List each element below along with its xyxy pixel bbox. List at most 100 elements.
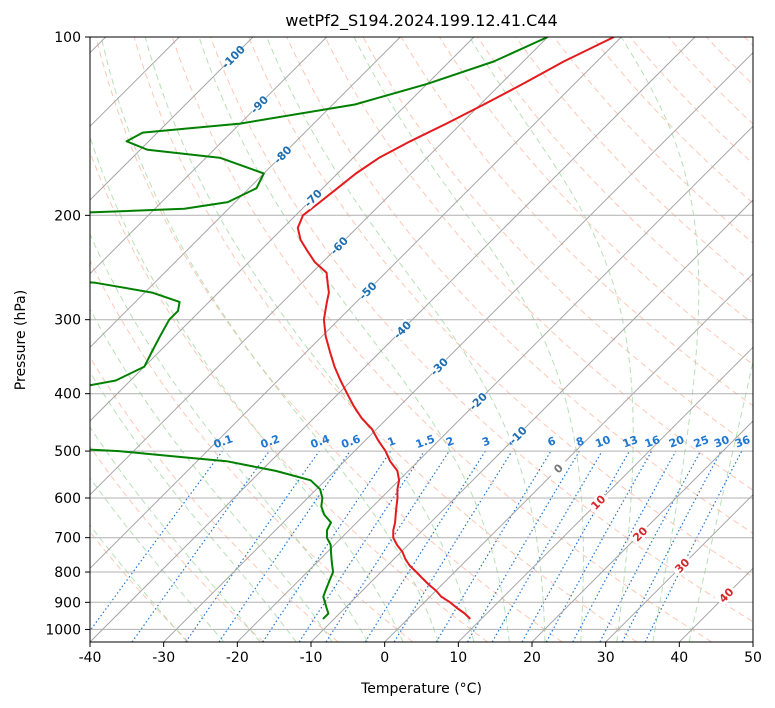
moist-adiabat	[90, 370, 297, 642]
mixing-ratio-label: 2	[444, 434, 456, 449]
isotherm-gridline	[163, 51, 753, 642]
moist-adiabat	[353, 37, 584, 642]
mixing-ratio-line	[491, 450, 603, 642]
isotherm-gridline	[90, 37, 254, 201]
mixing-ratio-line	[131, 450, 270, 642]
background-lines	[90, 37, 753, 642]
isotherm-label-bg	[546, 457, 570, 480]
isotherm-label-bg	[221, 45, 245, 69]
moist-adiabat	[90, 524, 188, 642]
x-axis: -40 -30 -20 -10 0 10 20 30 40 50	[79, 642, 762, 666]
dry-adiabat	[324, 37, 753, 491]
x-tick-label: -40	[79, 650, 102, 666]
mixing-ratio-label: 3	[480, 434, 492, 449]
mixing-ratio-label: 36	[733, 433, 752, 451]
x-tick-label: -30	[152, 650, 175, 666]
y-tick-label: 900	[54, 595, 81, 611]
x-tick-label: 30	[597, 650, 615, 666]
isotherm-gridline	[90, 37, 696, 642]
mixing-ratio-line	[393, 450, 513, 642]
dewpoint-line	[90, 37, 549, 620]
isotherm-gridline	[90, 37, 622, 570]
moist-adiabat	[90, 426, 261, 642]
moist-adiabat	[90, 476, 225, 642]
isotherm-label-bg	[714, 583, 738, 607]
dry-adiabat	[90, 445, 264, 642]
moist-adiabat	[90, 232, 369, 642]
x-tick-label: 10	[449, 650, 467, 666]
mixing-ratio-line	[521, 450, 631, 642]
dry-adiabat	[591, 37, 753, 204]
mixing-ratio-label: 0.1	[212, 432, 235, 451]
mixing-ratio-label: 1.5	[414, 432, 437, 451]
mixing-ratio-label: 0.2	[259, 432, 282, 451]
mixing-ratio-label: 20	[667, 433, 686, 451]
x-tick-label: 0	[380, 650, 389, 666]
moist-adiabat	[100, 37, 439, 642]
mixing-ratio-label: 10	[593, 433, 612, 451]
mixing-ratio-label: 0.6	[340, 432, 363, 451]
mixing-ratio-label: 16	[643, 433, 662, 451]
isotherm-gridline	[605, 493, 753, 642]
moist-adiabat	[198, 37, 510, 642]
y-tick-label: 600	[54, 491, 81, 507]
mixing-ratio-label: 6	[546, 434, 558, 449]
profile-lines	[90, 37, 615, 620]
mixing-ratio-line	[466, 450, 580, 642]
isotherm-label-bg	[356, 279, 380, 302]
dry-adiabat	[90, 259, 414, 642]
moist-adiabat	[90, 308, 333, 642]
isotherm-label-bg	[271, 143, 294, 167]
isotherm-label-bg	[628, 522, 652, 546]
y-tick-label: 500	[54, 444, 81, 460]
mixing-ratio-line	[435, 450, 552, 642]
dry-adiabat	[400, 37, 753, 407]
mixing-ratio-line	[572, 450, 677, 642]
isotherm-gridline	[90, 37, 549, 496]
y-tick-label: 1000	[45, 622, 81, 638]
dry-adiabat	[133, 37, 638, 642]
isotherm-label-bg	[506, 423, 530, 447]
isotherm-gridline	[531, 420, 753, 642]
mixing-ratio-line	[364, 450, 486, 642]
mixing-ratio-label: 13	[621, 433, 640, 450]
moist-adiabat	[620, 37, 700, 642]
moist-adiabat	[266, 37, 546, 642]
plot-frame	[89, 36, 754, 643]
isotherm-label-bg	[301, 186, 325, 210]
y-tick-label: 700	[54, 531, 81, 547]
dry-adiabat	[515, 37, 753, 284]
isotherm-label-bg	[427, 355, 451, 378]
isotherm-label-bg	[586, 490, 610, 514]
y-axis: 100 200 300 400 500 600 700 800 900 1000	[45, 30, 90, 638]
x-tick-label: -10	[300, 650, 323, 666]
dry-adiabat	[477, 37, 753, 325]
isotherm-label-bg	[327, 234, 351, 257]
mixing-ratio-line	[325, 450, 450, 642]
mixing-ratio-label: 25	[692, 433, 711, 450]
y-axis-label: Pressure (hPa)	[13, 290, 29, 390]
dry-adiabat	[171, 37, 712, 642]
y-tick-label: 200	[54, 208, 81, 224]
isotherm-gridline	[457, 346, 753, 642]
moist-adiabat	[90, 135, 404, 642]
mixing-ratio-line	[185, 450, 320, 642]
mixing-ratio-label: 30	[712, 433, 731, 451]
mixing-ratio-label: 1	[386, 434, 398, 449]
mixing-ratio-label: 8	[574, 434, 586, 449]
y-tick-label: 800	[54, 565, 81, 581]
y-tick-label: 100	[54, 30, 81, 46]
moist-adiabat	[688, 358, 753, 642]
y-tick-label: 300	[54, 313, 81, 329]
dry-adiabat	[629, 37, 753, 165]
dry-adiabat	[95, 37, 563, 642]
isotherm-gridline	[90, 37, 401, 349]
temperature-line	[296, 37, 615, 620]
isotherm-label-bg	[670, 554, 694, 577]
x-tick-label: -20	[226, 650, 249, 666]
grid-lines	[90, 37, 753, 642]
isotherm-label-bg	[247, 93, 271, 116]
moist-adiabat	[144, 37, 475, 642]
